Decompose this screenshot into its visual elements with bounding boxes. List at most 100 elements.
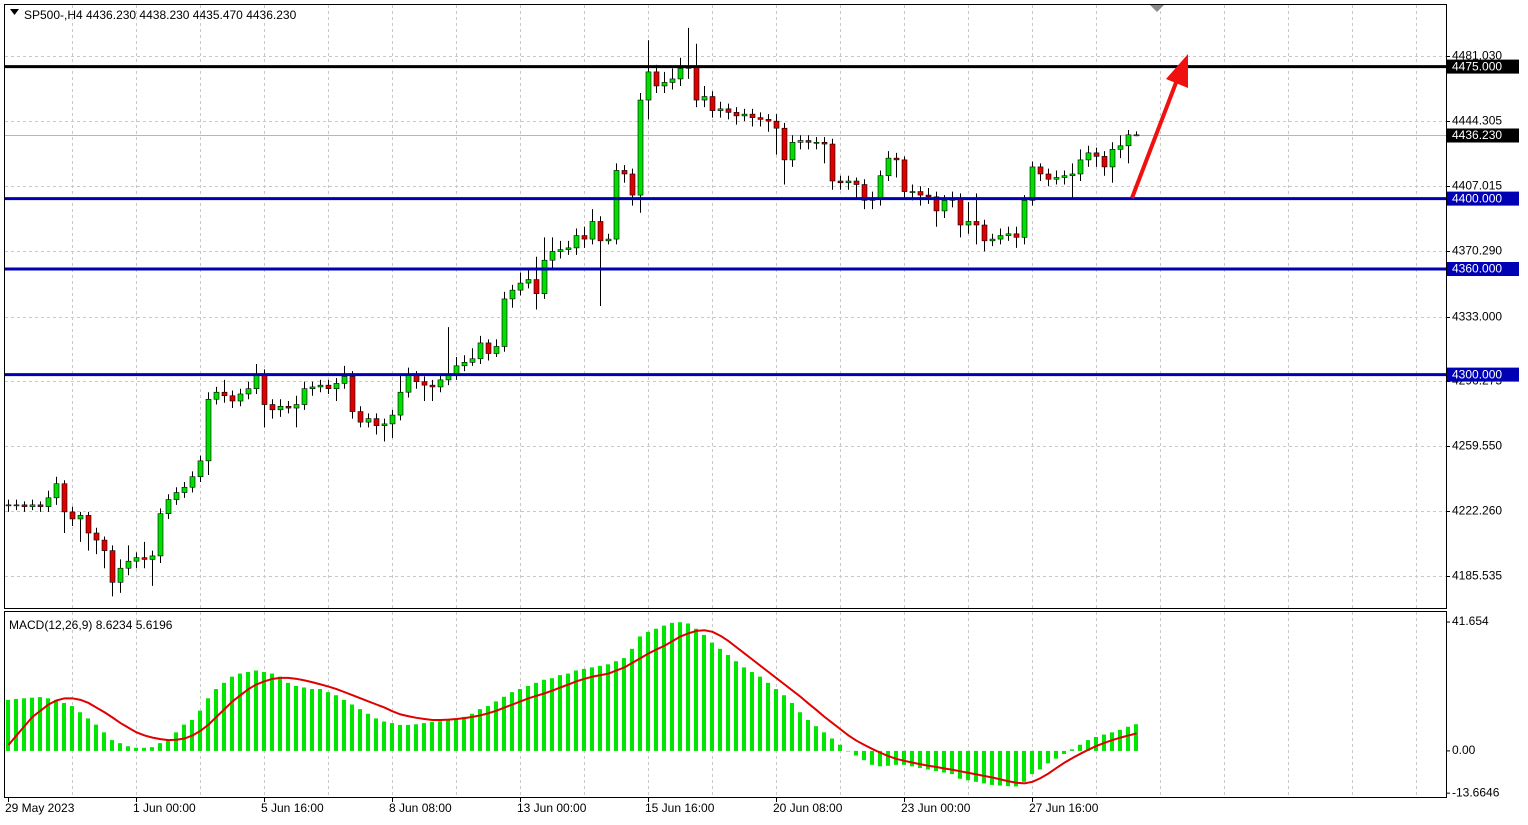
candle-body [5, 504, 12, 507]
macd-histogram-bar [942, 750, 946, 773]
candle-body [165, 499, 172, 514]
macd-histogram-bar [326, 692, 330, 751]
candle-body [365, 418, 372, 423]
price-level-label: 4400.000 [1452, 191, 1502, 205]
candle-body [781, 127, 788, 161]
x-tick-label: 15 Jun 16:00 [645, 801, 715, 815]
candle-body [1069, 173, 1076, 177]
chart-title: SP500-,H4 4436.230 4438.230 4435.470 443… [24, 8, 297, 22]
macd-histogram-bar [606, 664, 610, 751]
candle-body [925, 194, 932, 198]
candle-body [37, 504, 44, 507]
macd-histogram-bar [598, 665, 602, 751]
candle-body [357, 411, 364, 423]
macd-histogram-bar [1054, 750, 1058, 759]
arrow-head [1166, 54, 1188, 88]
x-tick-label: 13 Jun 00:00 [517, 801, 587, 815]
macd-histogram-bar [142, 747, 146, 751]
macd-histogram-bar [1078, 744, 1082, 751]
candle-body [101, 539, 108, 551]
candle-body [237, 393, 244, 402]
candle-body [837, 180, 844, 184]
shift-marker[interactable] [1150, 5, 1164, 12]
candle-body [333, 383, 340, 389]
macd-histogram-bar [278, 676, 282, 751]
macd-histogram-bar [286, 682, 290, 751]
macd-histogram-bar [614, 661, 618, 751]
main-pane-frame [4, 4, 1447, 609]
candle-body [717, 108, 724, 111]
candle-body [557, 249, 564, 252]
price-level-label-box [1447, 191, 1519, 206]
macd-histogram-bar [1062, 750, 1066, 754]
macd-histogram-bar [438, 721, 442, 751]
candle-body [1085, 152, 1092, 161]
candle-body [21, 504, 28, 507]
candle-body [197, 460, 204, 477]
macd-histogram-bar [54, 699, 58, 751]
macd-histogram-bar [134, 747, 138, 751]
macd-histogram-bar [30, 697, 34, 751]
candle-body [213, 391, 220, 400]
candle-body [973, 221, 980, 226]
macd-histogram-bar [518, 689, 522, 751]
macd-histogram-bar [766, 682, 770, 751]
candle-body [597, 221, 604, 242]
candle-body [221, 391, 228, 397]
candle-body [661, 82, 668, 87]
macd-histogram-bar [342, 699, 346, 751]
candle-body [77, 515, 84, 520]
macd-histogram-bar [622, 658, 626, 751]
candle-body [173, 492, 180, 500]
candle-body [421, 381, 428, 386]
macd-histogram-bar [126, 746, 130, 751]
macd-histogram-bar [246, 672, 250, 751]
x-tick-label: 20 Jun 08:00 [773, 801, 843, 815]
candle-body [245, 388, 252, 395]
candle-body [1109, 149, 1116, 168]
macd-histogram-bar [662, 625, 666, 751]
macd-histogram-bar [1006, 750, 1010, 787]
macd-histogram-bar [550, 678, 554, 751]
candle-body [645, 71, 652, 101]
macd-histogram-bar [22, 698, 26, 751]
candle-body [309, 386, 316, 389]
candle-body [861, 184, 868, 201]
candle-body [29, 504, 36, 507]
macd-histogram-bar [886, 750, 890, 766]
macd-histogram-bar [478, 709, 482, 751]
y-tick-label: 4185.535 [1452, 569, 1502, 583]
macd-histogram-bar [230, 676, 234, 751]
macd-histogram-bar [302, 687, 306, 751]
menu-triangle[interactable] [10, 9, 19, 15]
macd-histogram-bar [958, 750, 962, 779]
candle-body [293, 404, 300, 409]
macd-histogram-bar [398, 724, 402, 751]
macd-histogram-bar [902, 750, 906, 765]
price-level-label-box [1447, 262, 1519, 277]
macd-histogram-bar [358, 709, 362, 751]
marks [5, 27, 1446, 787]
candle-body [989, 238, 996, 242]
current-price-label-box [1447, 128, 1519, 143]
y-tick-label: 41.654 [1452, 614, 1489, 628]
candle-body [1005, 233, 1012, 236]
macd-histogram-bar [758, 676, 762, 751]
price-level-label-box [1447, 59, 1519, 74]
candle-body [229, 395, 236, 402]
candle-body [1133, 134, 1140, 137]
candle-body [957, 198, 964, 226]
macd-histogram-bar [822, 732, 826, 751]
macd-histogram-bar [214, 689, 218, 751]
macd-histogram-bar [670, 622, 674, 751]
arrow-annotation [1130, 54, 1188, 199]
candle-body [893, 157, 900, 161]
candle-body [725, 108, 732, 113]
macd-histogram-bar [406, 724, 410, 751]
macd-histogram-bar [454, 718, 458, 751]
macd-histogram-bar [726, 655, 730, 751]
candle-body [829, 143, 836, 182]
macd-histogram-bar [998, 750, 1002, 786]
macd-histogram-bar [14, 698, 18, 751]
